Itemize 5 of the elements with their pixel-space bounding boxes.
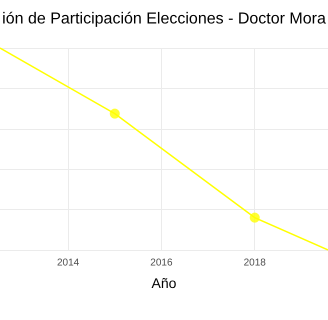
x-tick-label: 2018: [244, 258, 266, 268]
x-tick-label: 2016: [150, 258, 173, 268]
x-axis-title: Año: [152, 275, 177, 291]
x-tick-label: 2014: [56, 258, 80, 268]
chart-title: ión de Participación Elecciones - Doctor Mora: [2, 10, 326, 28]
